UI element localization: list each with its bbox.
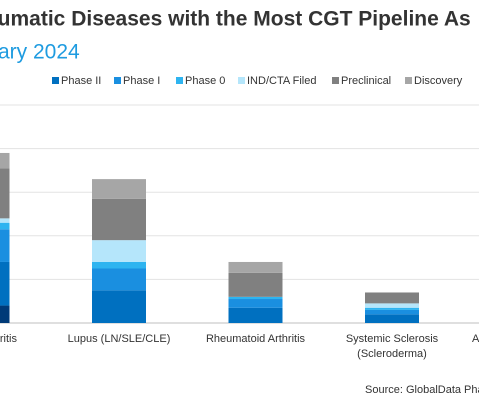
bar-segment (228, 299, 283, 308)
source: Source: GlobalData Pha (365, 384, 479, 396)
legend-label: Phase II (61, 75, 101, 87)
bar-segment (92, 261, 146, 269)
bar-segment (92, 240, 146, 262)
legend-swatch (52, 77, 59, 84)
bar-segment (0, 261, 10, 306)
bar-segment (0, 168, 10, 219)
bar-segment (92, 198, 146, 241)
legend-swatch (114, 77, 121, 84)
legend-swatch (405, 77, 412, 84)
bar-segment (0, 152, 10, 169)
legend-label: Phase 0 (185, 75, 225, 87)
bar-segment (365, 307, 419, 310)
legend-label: Discovery (414, 75, 463, 87)
x-tick-label: ritis (0, 333, 17, 345)
bar-segment (228, 272, 283, 297)
x-tick-label: Systemic Sclerosis (Scleroderma) (346, 333, 439, 360)
legend-label: IND/CTA Filed (247, 75, 316, 87)
bar-segment (365, 309, 419, 315)
legend-swatch (238, 77, 245, 84)
bar-segment (0, 229, 10, 262)
bar-segment (228, 296, 283, 300)
legend-swatch (176, 77, 183, 84)
legend-label: Preclinical (341, 75, 391, 87)
bar-segment (92, 268, 146, 291)
bar-segment (0, 218, 10, 223)
bar-segment (0, 222, 10, 230)
bar-segment (92, 179, 146, 199)
chart-title: eumatic Diseases with the Most CGT Pipel… (0, 8, 471, 31)
bar-segment (92, 290, 146, 323)
bar-segment (228, 261, 283, 273)
x-tick-label: A (472, 333, 479, 345)
bar-segment (365, 314, 419, 323)
bar-segment (228, 307, 283, 323)
legend-label: Phase I (123, 75, 160, 87)
legend-swatch (332, 77, 339, 84)
bar-segment (365, 292, 419, 304)
x-tick-label: Lupus (LN/SLE/CLE) (68, 333, 171, 345)
chart-subtitle: ary 2024 (0, 41, 80, 64)
bar-segment (0, 305, 10, 323)
bar-segment (365, 303, 419, 308)
x-tick-label: Rheumatoid Arthritis (206, 333, 306, 345)
